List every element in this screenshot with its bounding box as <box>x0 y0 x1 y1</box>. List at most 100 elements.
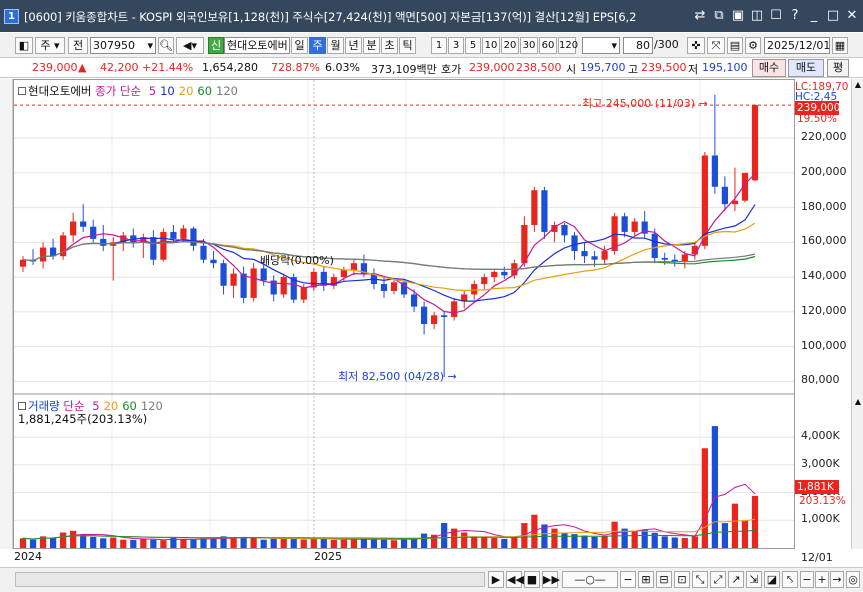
interval-button-7[interactable]: 120 <box>558 37 578 54</box>
horizontal-scrollbar[interactable] <box>15 572 485 587</box>
legend-vol-ma-0: 5 <box>92 399 100 413</box>
settings-icon[interactable]: ◎ <box>846 571 860 588</box>
legend-box-icon <box>18 87 26 95</box>
plus-icon[interactable]: + <box>815 571 829 588</box>
interval-button-4[interactable]: 20 <box>501 37 519 54</box>
minimize-icon[interactable]: _ <box>810 8 818 23</box>
period-tab-1[interactable]: 주 <box>309 37 326 54</box>
interval-button-2[interactable]: 5 <box>465 37 481 54</box>
price-scale[interactable]: LC:189,70 HC:2,45 239,000 19.50% 220,000… <box>795 79 850 564</box>
new-badge: 신 <box>208 37 224 54</box>
tool-icon-3[interactable]: ↗ <box>728 571 744 588</box>
volume-bar <box>200 538 207 548</box>
chart-area[interactable]: 현대오토에버 종가 단순 5 10 20 60 120 거래량 단순 5 20 60 120 … <box>13 79 795 563</box>
open-price: 195,700 <box>580 61 626 74</box>
search-icon[interactable]: 🔍︎ <box>158 37 174 54</box>
minus-icon[interactable]: − <box>800 571 814 588</box>
stock-name-field[interactable]: 현대오토에버 <box>224 37 290 54</box>
sound-icon[interactable]: ◀▾ <box>176 37 204 54</box>
vertical-scrollbar[interactable]: ▲ ▲ <box>851 79 863 549</box>
tool-icon-6[interactable]: ⤣ <box>782 571 798 588</box>
interval-input[interactable]: ▾ <box>582 37 620 54</box>
maximize-icon[interactable]: □ <box>826 8 840 23</box>
tile-icon[interactable]: ☐ <box>770 8 782 23</box>
copy-icon[interactable]: ⧉ <box>714 8 724 23</box>
rewind-icon[interactable]: ◀◀ <box>506 571 524 588</box>
type-select[interactable]: 주 ▾ <box>35 37 65 54</box>
volume-bar <box>531 514 538 548</box>
period-tab-6[interactable]: 틱 <box>399 37 416 54</box>
crosshair-icon[interactable]: ✜ <box>687 37 705 54</box>
scroll-up-icon[interactable]: ▲ <box>854 80 862 89</box>
volume-bar <box>360 538 368 548</box>
chart-type-icon[interactable]: ◧ <box>15 37 33 54</box>
period-tab-0[interactable]: 일 <box>291 37 308 54</box>
forward-icon[interactable]: ▶▶ <box>542 571 560 588</box>
tool-icon-5[interactable]: ◪ <box>764 571 780 588</box>
legend-volume-type: 단순 <box>63 399 85 413</box>
volume-percent-tag: 203.13% <box>799 495 846 507</box>
period-tab-3[interactable]: 년 <box>345 37 362 54</box>
layout-icon[interactable]: ⊟ <box>656 571 672 588</box>
interval-button-3[interactable]: 10 <box>482 37 500 54</box>
interval-button-5[interactable]: 30 <box>520 37 538 54</box>
candlestick-chart[interactable] <box>14 80 794 548</box>
tool-icon-4[interactable]: ⇲ <box>746 571 762 588</box>
left-tool-strip[interactable] <box>0 79 13 549</box>
eval-button[interactable]: 평 <box>827 59 849 77</box>
candle-body <box>39 247 47 262</box>
calendar-icon[interactable]: ▦ <box>832 37 848 54</box>
candle-body <box>210 259 217 264</box>
grid-icon[interactable]: ⊞ <box>638 571 654 588</box>
gear-icon[interactable]: ⚙ <box>745 37 761 54</box>
volume-bar <box>370 538 378 548</box>
period-tab-2[interactable]: 월 <box>327 37 344 54</box>
y-tick-7: 80,000 <box>801 373 840 387</box>
scale-icon[interactable]: ⤧ <box>707 37 725 54</box>
interval-button-6[interactable]: 60 <box>539 37 557 54</box>
frame-icon[interactable]: ⊡ <box>674 571 690 588</box>
close-icon[interactable]: ✕ <box>846 8 858 23</box>
candle-body <box>80 221 87 227</box>
change-percent: +21.44% <box>142 61 194 74</box>
period-tab-4[interactable]: 분 <box>363 37 380 54</box>
ma-line-10 <box>113 204 756 302</box>
help-icon[interactable]: ? <box>791 8 799 23</box>
tool-icon-1[interactable]: ⤡ <box>692 571 708 588</box>
volume-bar <box>661 536 668 548</box>
volume-bar <box>400 539 408 548</box>
window-icon[interactable]: ▣ <box>731 8 745 23</box>
volume-bar <box>491 538 498 548</box>
zoom-slider[interactable]: —○— <box>562 571 618 588</box>
link-icon[interactable]: ⇄ <box>694 8 706 23</box>
count-input[interactable]: 80 <box>623 37 653 54</box>
sell-button[interactable]: 매도 <box>788 59 824 77</box>
candle-body <box>400 282 408 295</box>
legend-box-icon <box>18 402 26 410</box>
stop-icon[interactable]: ■ <box>524 571 540 588</box>
tool-icon-2[interactable]: ⤢ <box>710 571 726 588</box>
scroll-up-icon-2[interactable]: ▲ <box>854 397 862 406</box>
restore-icon[interactable]: ◫ <box>750 8 764 23</box>
candle-body <box>260 268 267 281</box>
volume-bar <box>90 536 97 548</box>
buy-button[interactable]: 매수 <box>752 59 786 77</box>
period-tab-5[interactable]: 초 <box>381 37 398 54</box>
save-icon[interactable]: ▤ <box>727 37 743 54</box>
interval-button-0[interactable]: 1 <box>431 37 447 54</box>
candle-body <box>531 190 538 225</box>
volume-tick-0: 4,000K <box>801 429 840 443</box>
candle-body <box>621 216 628 232</box>
prev-button[interactable]: 전 <box>68 37 88 54</box>
volume-bar <box>250 538 257 548</box>
play-icon[interactable]: ▶ <box>488 571 504 588</box>
volume-bar <box>551 528 558 548</box>
arrow-right-icon[interactable]: → <box>830 571 844 588</box>
code-input[interactable]: 307950 ▾ <box>90 37 156 54</box>
date-input[interactable]: 2025/12/01 <box>764 37 830 54</box>
candle-body <box>250 268 257 298</box>
zoom-out-icon[interactable]: − <box>620 571 636 588</box>
candle-body <box>731 200 739 205</box>
volume-bar <box>170 538 177 548</box>
interval-button-1[interactable]: 3 <box>448 37 464 54</box>
